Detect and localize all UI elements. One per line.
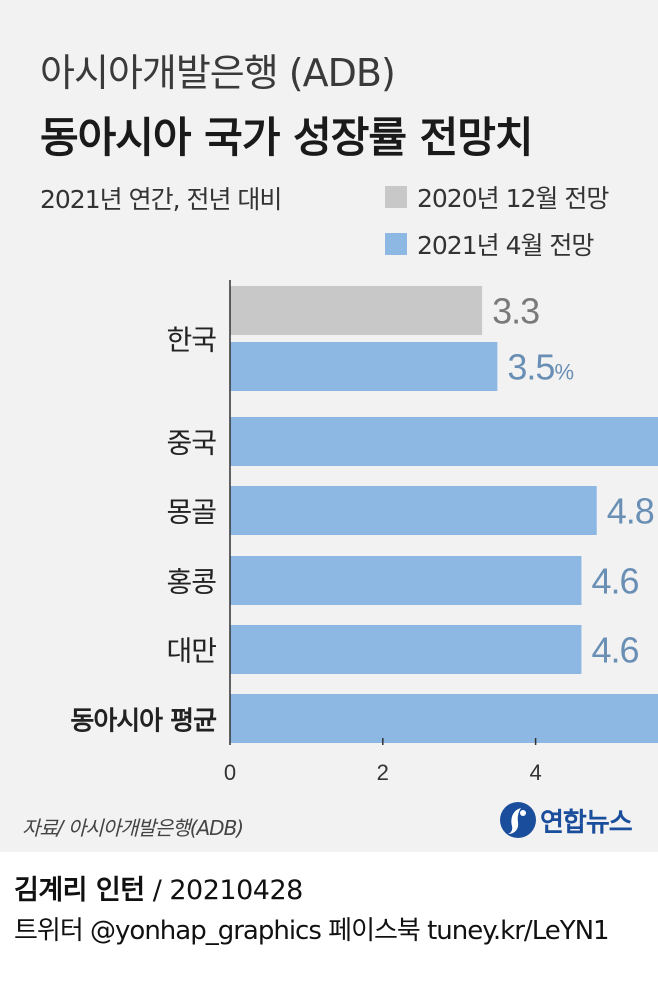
credit-line: 김계리 인턴 / 20210428: [14, 868, 303, 907]
bar-0-series-1: [230, 342, 498, 391]
bar-2-series-1: [230, 486, 597, 535]
data-label-0-series-0: 3.3: [492, 291, 539, 332]
credit-social: 트위터 @yonhap_graphics 페이스북 tuney.kr/LeYN1: [14, 916, 610, 946]
yonhap-logo-icon: [500, 802, 536, 838]
x-tick-label-2: 4: [529, 760, 541, 785]
credit-date: / 20210428: [152, 875, 304, 906]
source-note: 자료/ 아시아개발은행(ADB): [22, 816, 244, 840]
category-label-4: 대만: [166, 635, 216, 668]
yonhap-logo: 연합뉴스: [498, 800, 633, 840]
legend-item-2020-12: 2020년 12월 전망: [385, 182, 609, 213]
x-tick-label-1: 2: [377, 760, 389, 785]
chart-subtitle: 동아시아 국가 성장률 전망치: [40, 113, 534, 162]
bar-4-series-1: [230, 625, 582, 674]
x-tick-label-0: 0: [224, 760, 236, 785]
legend-label-2020-12: 2020년 12월 전망: [417, 184, 609, 213]
chart-note: 2021년 연간, 전년 대비: [40, 185, 282, 214]
legend-item-2021-4: 2021년 4월 전망: [385, 229, 594, 260]
credit-author: 김계리 인턴: [14, 875, 145, 906]
bar-0-series-0: [230, 286, 483, 335]
category-label-1: 중국: [166, 427, 216, 460]
category-label-2: 몽골: [166, 496, 216, 529]
unit-label: %: [554, 360, 573, 385]
data-label-4-series-1: 4.6: [591, 630, 638, 671]
chart-title: 아시아개발은행 (ADB): [40, 51, 396, 95]
data-label-2-series-1: 4.8: [607, 491, 654, 532]
category-label-5: 동아시아 평균: [70, 707, 217, 737]
category-label-0: 한국: [166, 324, 216, 357]
bar-3-series-1: [230, 556, 582, 605]
bar-5-series-1: [230, 694, 658, 743]
bar-1-series-1: [230, 417, 658, 466]
data-label-3-series-1: 4.6: [591, 561, 638, 602]
category-label-3: 홍콩: [166, 566, 216, 599]
legend-label-2021-4: 2021년 4월 전망: [417, 231, 594, 260]
legend-swatch-2020-12: [385, 186, 407, 208]
data-label-0-series-1: 3.5%: [507, 347, 573, 388]
legend-swatch-2021-4: [385, 233, 407, 255]
yonhap-logo-text: 연합뉴스: [540, 807, 633, 838]
